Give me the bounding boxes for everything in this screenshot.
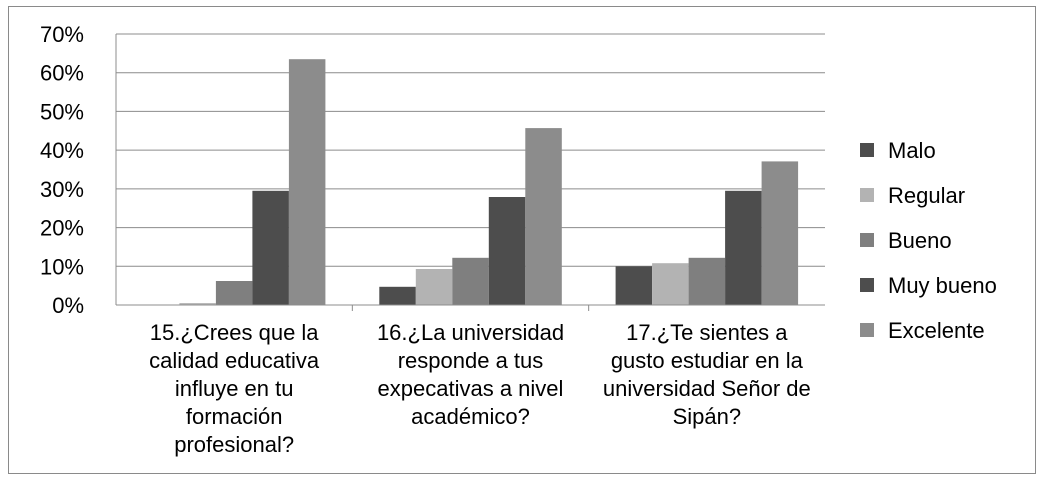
gridlines (116, 33, 825, 267)
bar-excelente (525, 128, 562, 305)
legend-swatch (860, 188, 874, 202)
legend: Malo Regular Bueno Muy bueno Excelente (860, 138, 997, 343)
bar-regular (652, 263, 689, 305)
y-tick-label: 10% (40, 254, 84, 279)
y-tick-label: 20% (40, 216, 84, 241)
y-axis-ticks: 0% 10% 20% 30% 40% 50% 60% 70% (40, 22, 84, 318)
legend-swatch (860, 233, 874, 247)
bar-bueno (688, 257, 726, 305)
bar-excelente (288, 59, 326, 306)
category-label: Sipán? (673, 404, 742, 429)
category-label: 16.¿La universidad (377, 320, 564, 345)
y-tick-label: 0% (52, 293, 84, 318)
category-labels: 15.¿Crees que la calidad educativa influye… (149, 320, 811, 457)
category-label: formación (186, 404, 283, 429)
category-label: calidad educativa (149, 348, 320, 373)
legend-label: Muy bueno (888, 273, 997, 298)
bar-regular (179, 303, 216, 305)
legend-label: Malo (888, 138, 936, 163)
category-label: profesional? (174, 432, 294, 457)
x-axis (115, 34, 825, 311)
bar-muy-bueno (725, 190, 762, 305)
chart-frame (8, 6, 1036, 474)
category-label: gusto estudiar en la (611, 348, 804, 373)
category-label: influye en tu (175, 376, 294, 401)
legend-label: Excelente (888, 318, 985, 343)
bars (179, 59, 799, 306)
category-label: universidad Señor de (603, 376, 811, 401)
y-tick-label: 40% (40, 138, 84, 163)
category-label: 17.¿Te sientes a (626, 320, 788, 345)
bar-bueno (452, 257, 489, 305)
category-label: expecativas a nivel (378, 376, 564, 401)
bar-malo (615, 266, 653, 305)
category-label: académico? (411, 404, 530, 429)
legend-swatch (860, 278, 874, 292)
y-tick-label: 50% (40, 99, 84, 124)
legend-swatch (860, 323, 874, 337)
category-label: 15.¿Crees que la (150, 320, 320, 345)
y-tick-label: 70% (40, 22, 84, 47)
category-label: responde a tus (398, 348, 544, 373)
bar-regular (415, 269, 453, 305)
y-tick-label: 60% (40, 61, 84, 86)
bar-bueno (215, 281, 253, 305)
bar-malo (379, 286, 416, 305)
bar-muy-bueno (488, 197, 526, 305)
y-tick-label: 30% (40, 177, 84, 202)
legend-label: Regular (888, 183, 965, 208)
bar-excelente (761, 161, 799, 305)
bar-muy-bueno (252, 190, 289, 305)
legend-label: Bueno (888, 228, 952, 253)
legend-swatch (860, 143, 874, 157)
